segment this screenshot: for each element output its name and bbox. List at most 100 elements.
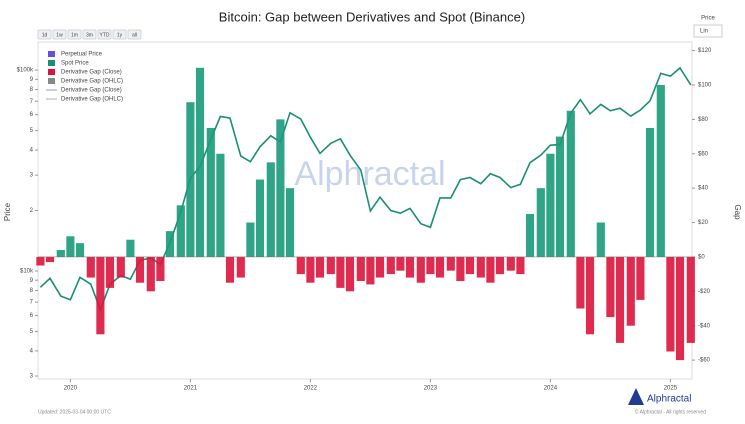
y-tick-label: 5 <box>30 329 34 335</box>
gap-bar <box>36 256 45 266</box>
range-button-label[interactable]: all <box>132 32 137 38</box>
gap-bar <box>116 256 125 278</box>
gap-bar <box>525 213 535 257</box>
range-button[interactable] <box>112 29 127 40</box>
range-button-label[interactable]: 1w <box>56 32 63 38</box>
logo-icon <box>628 388 644 405</box>
gap-bar <box>486 256 495 283</box>
gap-bar <box>686 256 695 343</box>
scale-option[interactable]: Lin <box>700 29 708 35</box>
plot-area <box>37 41 693 380</box>
gap-bar <box>75 243 85 257</box>
y2-tick-label: -$40 <box>698 323 711 329</box>
y2-tick-label: $40 <box>698 186 709 192</box>
y-tick-label: 2 <box>30 208 34 214</box>
gap-bar <box>495 256 505 275</box>
gap-bar <box>615 256 625 343</box>
range-button[interactable] <box>67 29 82 40</box>
gap-bar <box>636 256 645 300</box>
y2-tick-label: $100 <box>698 83 712 89</box>
gap-bar <box>446 256 455 271</box>
gap-bar <box>675 256 685 361</box>
gap-bar <box>596 222 605 257</box>
legend-swatch <box>48 69 55 75</box>
gap-bar <box>146 256 155 292</box>
gap-bar <box>345 256 355 292</box>
x-tick-label: 2025 <box>664 386 678 392</box>
y2-tick-label: -$20 <box>698 289 711 295</box>
gap-bar <box>366 256 375 285</box>
x-tick-label: 2024 <box>544 386 558 392</box>
gap-bar <box>405 256 415 278</box>
y2-tick-label: $120 <box>698 48 712 54</box>
gap-bar <box>336 256 345 288</box>
gap-bar <box>126 239 135 257</box>
y-tick-label: 8 <box>30 288 34 294</box>
y-tick-label: 9 <box>30 278 34 284</box>
y-tick-label: 3 <box>30 173 34 179</box>
gap-bar <box>135 256 145 283</box>
x-tick-label: 2020 <box>64 386 78 392</box>
range-button-label[interactable]: 1y <box>117 32 123 38</box>
gap-bar <box>396 256 405 271</box>
gap-bar <box>656 84 665 257</box>
range-button[interactable] <box>97 29 112 40</box>
gap-bar <box>206 127 215 257</box>
y2-tick-label: $0 <box>698 255 705 261</box>
gap-bar <box>546 153 555 257</box>
gap-bar <box>186 102 195 257</box>
y-tick-label: $10k <box>20 269 34 275</box>
gap-bar <box>45 256 55 263</box>
updated-note: Updated: 2025-03-04 00:00 UTC <box>38 409 111 415</box>
gap-bar <box>386 256 395 275</box>
y-tick-label: 4 <box>30 349 34 355</box>
gap-bar <box>356 256 365 281</box>
range-button[interactable] <box>127 29 142 40</box>
range-button-label[interactable]: 3m <box>86 32 93 38</box>
gap-bar <box>285 188 295 257</box>
gap-bar <box>606 256 615 318</box>
scale-select[interactable] <box>693 24 723 38</box>
gap-bar <box>225 256 235 283</box>
y-axis-label: Price <box>3 202 12 221</box>
y-tick-label: 8 <box>30 87 34 93</box>
chart-title: Bitcoin: Gap between Derivatives and Spo… <box>219 9 525 24</box>
legend-swatch <box>48 60 55 66</box>
y2-tick-label: $80 <box>698 117 709 123</box>
gap-bar <box>236 256 245 278</box>
gap-bar <box>456 256 465 281</box>
range-button[interactable] <box>52 29 67 40</box>
gap-bar <box>56 250 65 257</box>
range-button-label[interactable]: YTD <box>100 32 110 38</box>
legend-label[interactable]: Derivative Gap (Close) <box>61 70 122 76</box>
gap-bar <box>585 256 595 335</box>
gap-bar <box>216 153 225 257</box>
y-tick-label: 4 <box>30 148 34 154</box>
legend-label[interactable]: Perpetual Price <box>61 52 103 58</box>
y-tick-label: $100k <box>17 68 34 74</box>
gap-bar <box>266 162 275 257</box>
gap-bar <box>326 256 335 275</box>
range-button-label[interactable]: 1m <box>71 32 78 38</box>
range-button[interactable] <box>82 29 97 40</box>
legend-label[interactable]: Derivative Gap (OHLC) <box>61 79 123 85</box>
gap-bar <box>666 256 675 352</box>
gap-bar <box>576 256 585 309</box>
gap-bar <box>66 236 75 257</box>
gap-bar <box>315 256 325 278</box>
legend-label[interactable]: Derivative Gap (Close) <box>61 88 122 94</box>
legend-label[interactable]: Spot Price <box>61 61 89 67</box>
y2-axis-label: Gap <box>733 204 742 220</box>
gap-bar <box>105 256 115 288</box>
gap-bar <box>536 188 545 257</box>
legend-label[interactable]: Derivative Gap (OHLC) <box>61 97 123 103</box>
gap-bar <box>296 256 305 275</box>
gap-bar <box>506 256 515 271</box>
gap-bar <box>416 256 425 283</box>
gap-bar <box>306 256 315 283</box>
range-button[interactable] <box>37 29 52 40</box>
gap-bar <box>435 256 445 278</box>
range-button-label[interactable]: 1d <box>42 32 48 38</box>
